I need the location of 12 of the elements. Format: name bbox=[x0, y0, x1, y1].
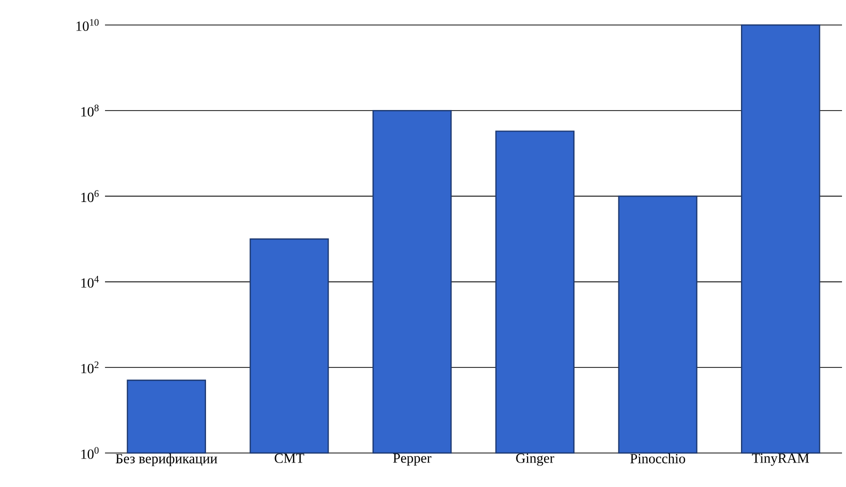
y-tick-label: 10$^{4}$ bbox=[81, 276, 99, 288]
x-tick-label: Ginger bbox=[516, 454, 554, 466]
x-tick-label: CMT bbox=[274, 454, 304, 463]
y-tick-label: 10$^{2}$ bbox=[81, 361, 98, 374]
y-tick-label: 10$^{10}$ bbox=[76, 19, 99, 31]
y-tick-label: 10$^{0}$ bbox=[81, 447, 99, 459]
y-tick-label: 10$^{8}$ bbox=[81, 104, 99, 117]
x-tick-label: Без верификации bbox=[116, 454, 218, 466]
x-tick-label: Pepper bbox=[393, 454, 432, 466]
x-tick-label: Pinocchio bbox=[630, 454, 686, 464]
y-tick-label: 10$^{6}$ bbox=[81, 190, 99, 202]
x-tick-label: TinyRAM bbox=[752, 454, 809, 466]
